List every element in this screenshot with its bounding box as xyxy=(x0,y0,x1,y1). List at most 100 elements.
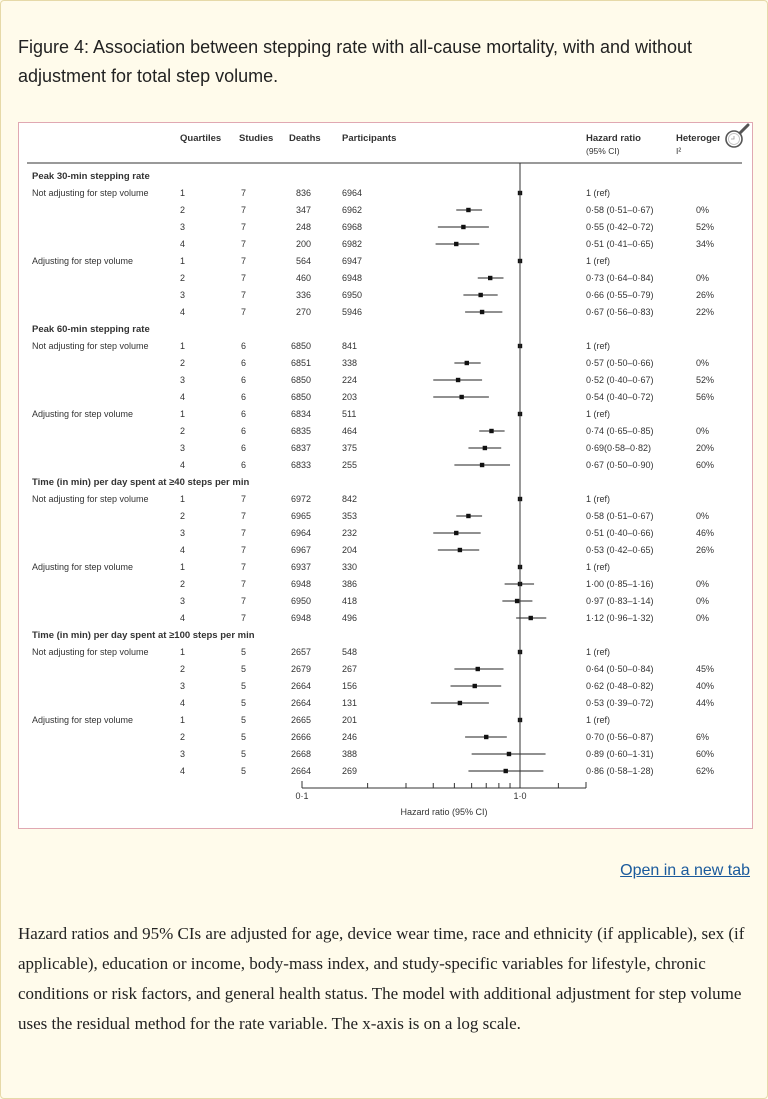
row-studies: 6 xyxy=(241,392,246,402)
row-deaths: 2664 xyxy=(291,681,311,691)
row-studies: 7 xyxy=(241,613,246,623)
row-quartile: 2 xyxy=(180,732,185,742)
hr-point xyxy=(461,224,466,230)
row-participants: 203 xyxy=(342,392,357,402)
row-quartile: 1 xyxy=(180,715,185,725)
row-hr-label: 1·12 (0·96–1·32) xyxy=(586,613,654,623)
row-heterogeneity: 0% xyxy=(696,596,709,606)
row-hr-label: 0·64 (0·50–0·84) xyxy=(586,664,654,674)
row-deaths: 6972 xyxy=(291,494,311,504)
hr-point xyxy=(454,530,459,536)
hr-point xyxy=(479,462,485,468)
row-hr-label: 0·67 (0·56–0·83) xyxy=(586,307,654,317)
row-quartile: 4 xyxy=(180,766,185,776)
hr-point xyxy=(503,768,508,774)
row-hr-label: 0·51 (0·41–0·65) xyxy=(586,239,654,249)
row-heterogeneity: 0% xyxy=(696,579,709,589)
row-studies: 5 xyxy=(241,766,246,776)
row-participants: 267 xyxy=(342,664,357,674)
row-quartile: 4 xyxy=(180,545,185,555)
row-studies: 5 xyxy=(241,698,246,708)
row-heterogeneity: 0% xyxy=(696,511,709,521)
row-participants: 6982 xyxy=(342,239,362,249)
row-deaths: 564 xyxy=(296,256,311,266)
row-quartile: 3 xyxy=(180,443,185,453)
row-hr-label: 0·97 (0·83–1·14) xyxy=(586,596,654,606)
row-studies: 5 xyxy=(241,647,246,657)
col-header-hr-ci: (95% CI) xyxy=(586,146,620,156)
row-deaths: 347 xyxy=(296,205,311,215)
hr-point xyxy=(459,394,464,400)
row-quartile: 4 xyxy=(180,698,185,708)
row-participants: 204 xyxy=(342,545,357,555)
row-deaths: 6964 xyxy=(291,528,311,538)
row-participants: 841 xyxy=(342,341,357,351)
row-heterogeneity: 52% xyxy=(696,222,714,232)
row-deaths: 2665 xyxy=(291,715,311,725)
row-deaths: 200 xyxy=(296,239,311,249)
row-heterogeneity: 6% xyxy=(696,732,709,742)
row-participants: 5946 xyxy=(342,307,362,317)
subgroup-label: Not adjusting for step volume xyxy=(32,647,149,657)
row-studies: 5 xyxy=(241,749,246,759)
row-quartile: 1 xyxy=(180,256,185,266)
row-hr-label: 1·00 (0·85–1·16) xyxy=(586,579,654,589)
row-deaths: 6965 xyxy=(291,511,311,521)
figure-footnote: Hazard ratios and 95% CIs are adjusted f… xyxy=(18,924,745,1033)
row-hr-label: 1 (ref) xyxy=(586,647,610,657)
row-studies: 7 xyxy=(241,188,246,198)
subgroup-label: Not adjusting for step volume xyxy=(32,188,149,198)
group-title: Peak 60-min stepping rate xyxy=(32,324,150,335)
row-studies: 7 xyxy=(241,596,246,606)
row-hr-label: 0·53 (0·42–0·65) xyxy=(586,545,654,555)
subgroup-label: Not adjusting for step volume xyxy=(32,494,149,504)
row-studies: 6 xyxy=(241,426,246,436)
row-hr-label: 0·70 (0·56–0·87) xyxy=(586,732,654,742)
hr-point xyxy=(466,513,471,519)
col-header-quartiles: Quartiles xyxy=(180,133,221,144)
row-deaths: 2657 xyxy=(291,647,311,657)
row-hr-label: 0·66 (0·55–0·79) xyxy=(586,290,654,300)
row-heterogeneity: 26% xyxy=(696,545,714,555)
row-hr-label: 0·89 (0·60–1·31) xyxy=(586,749,654,759)
row-deaths: 6834 xyxy=(291,409,311,419)
open-in-new-tab-link[interactable]: Open in a new tab xyxy=(620,862,750,879)
row-participants: 232 xyxy=(342,528,357,538)
row-deaths: 6850 xyxy=(291,375,311,385)
row-studies: 7 xyxy=(241,562,246,572)
row-hr-label: 1 (ref) xyxy=(586,341,610,351)
row-quartile: 4 xyxy=(180,460,185,470)
x-tick-label: 1·0 xyxy=(513,791,526,801)
row-deaths: 248 xyxy=(296,222,311,232)
row-quartile: 1 xyxy=(180,409,185,419)
row-quartile: 1 xyxy=(180,494,185,504)
row-participants: 375 xyxy=(342,443,357,453)
hr-point xyxy=(457,700,463,706)
row-heterogeneity: 22% xyxy=(696,307,714,317)
row-quartile: 1 xyxy=(180,647,185,657)
row-heterogeneity: 40% xyxy=(696,681,714,691)
row-hr-label: 0·53 (0·39–0·72) xyxy=(586,698,654,708)
magnifier-icon xyxy=(725,123,750,148)
forest-plot: Quartiles Studies Deaths Participants Hazard… xyxy=(27,133,742,817)
row-studies: 7 xyxy=(241,528,246,538)
row-participants: 224 xyxy=(342,375,357,385)
hr-point xyxy=(454,241,459,247)
row-participants: 156 xyxy=(342,681,357,691)
row-participants: 269 xyxy=(342,766,357,776)
row-participants: 386 xyxy=(342,579,357,589)
hr-point xyxy=(482,445,488,451)
row-hr-label: 0·62 (0·48–0·82) xyxy=(586,681,654,691)
row-deaths: 6850 xyxy=(291,341,311,351)
row-participants: 330 xyxy=(342,562,357,572)
row-hr-label: 1 (ref) xyxy=(586,562,610,572)
row-participants: 353 xyxy=(342,511,357,521)
zoom-button[interactable] xyxy=(720,123,752,153)
row-participants: 464 xyxy=(342,426,357,436)
subgroup-label: Adjusting for step volume xyxy=(32,562,133,572)
row-participants: 201 xyxy=(342,715,357,725)
hr-point xyxy=(484,734,489,740)
row-participants: 6968 xyxy=(342,222,362,232)
row-participants: 6948 xyxy=(342,273,362,283)
row-deaths: 6948 xyxy=(291,613,311,623)
